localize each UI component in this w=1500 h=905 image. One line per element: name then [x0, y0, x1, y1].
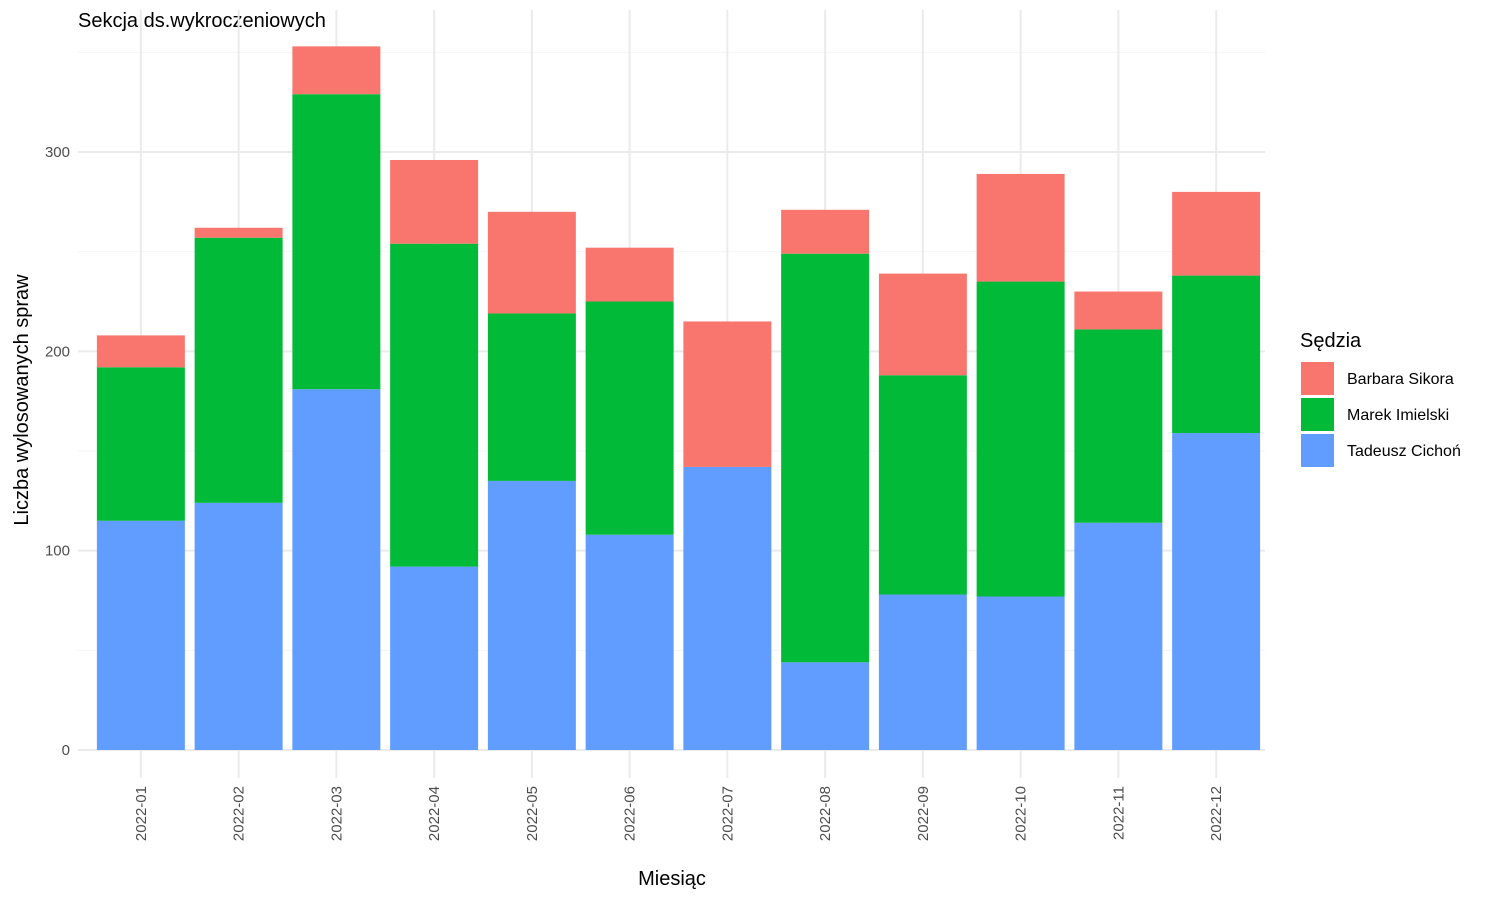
x-tick-label: 2022-05: [524, 786, 541, 841]
bar-segment: [487, 313, 576, 481]
bar-segment: [1172, 275, 1261, 434]
legend-label: Tadeusz Cichoń: [1347, 443, 1461, 460]
bar-segment: [585, 534, 674, 750]
legend-swatch: [1301, 398, 1334, 431]
x-tick-label: 2022-12: [1208, 786, 1225, 841]
x-tick-label: 2022-02: [231, 786, 248, 841]
bar-segment: [781, 209, 870, 254]
bar-segment: [194, 502, 283, 750]
bar-segment: [96, 335, 185, 368]
x-axis-title: Miesiąc: [638, 868, 706, 890]
bar-segment: [194, 237, 283, 503]
bar-segment: [390, 159, 479, 244]
legend-label: Barbara Sikora: [1347, 371, 1454, 388]
bar-segment: [390, 566, 479, 750]
bar-segment: [781, 253, 870, 663]
legend: Sędzia Barbara Sikora Marek Imielski Tadeu…: [1300, 330, 1461, 467]
bar-segment: [683, 321, 772, 467]
x-tick-label: 2022-10: [1013, 786, 1030, 841]
x-tick-label: 2022-11: [1110, 786, 1127, 840]
bar-segment: [976, 173, 1065, 282]
bars: [96, 46, 1261, 750]
x-tick-label: 2022-08: [817, 786, 834, 841]
bar-segment: [1172, 191, 1261, 276]
bar-segment: [292, 94, 381, 390]
y-tick-label: 200: [45, 343, 70, 360]
bar-segment: [878, 273, 967, 376]
bar-segment: [585, 247, 674, 302]
bar-segment: [390, 243, 479, 567]
bar-segment: [683, 466, 772, 750]
bar-segment: [878, 375, 967, 595]
bar-segment: [487, 480, 576, 750]
x-tick-label: 2022-07: [719, 786, 736, 841]
bar-segment: [781, 662, 870, 750]
bar-segment: [1074, 291, 1163, 330]
bar-segment: [1074, 329, 1163, 523]
bar-segment: [487, 211, 576, 314]
x-tick-label: 2022-06: [622, 786, 639, 841]
x-tick-label: 2022-09: [915, 786, 932, 841]
bar-segment: [976, 281, 1065, 597]
legend-title: Sędzia: [1300, 330, 1362, 352]
legend-swatch: [1301, 434, 1334, 467]
bar-segment: [96, 520, 185, 750]
y-tick-label: 0: [62, 742, 70, 759]
chart-title: Sekcja ds.wykroczeniowych: [78, 10, 326, 32]
x-tick-label: 2022-04: [426, 786, 443, 841]
legend-label: Marek Imielski: [1347, 407, 1449, 424]
y-tick-label: 300: [45, 144, 70, 161]
x-tick-label: 2022-03: [328, 786, 345, 841]
bar-segment: [292, 389, 381, 750]
bar-segment: [96, 367, 185, 521]
legend-swatch: [1301, 362, 1334, 395]
x-axis-ticks: 2022-01 2022-02 2022-03 2022-04 2022-05 2022-…: [133, 786, 1225, 841]
bar-segment: [292, 46, 381, 95]
x-tick-label: 2022-01: [133, 786, 150, 841]
bar-segment: [1172, 433, 1261, 750]
y-tick-label: 100: [45, 543, 70, 560]
bar-segment: [1074, 522, 1163, 750]
bar-segment: [878, 594, 967, 750]
y-axis-ticks: 0 100 200 300: [45, 144, 70, 759]
bar-segment: [194, 227, 283, 238]
bar-segment: [976, 596, 1065, 750]
y-axis-title: Liczba wylosowanych spraw: [11, 274, 33, 526]
bar-segment: [585, 301, 674, 535]
